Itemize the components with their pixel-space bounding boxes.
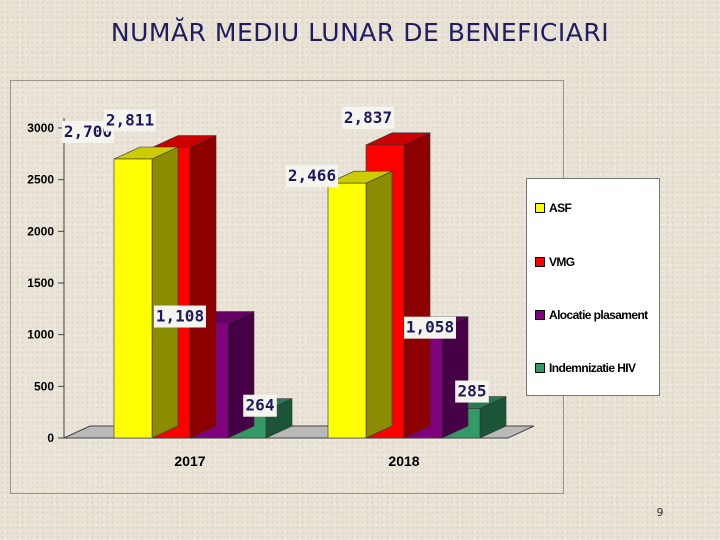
y-tick-label: 3000 <box>27 121 54 135</box>
bar-asf-2017 <box>113 146 179 439</box>
legend-swatch-asf <box>535 203 545 213</box>
data-label-background <box>243 394 277 417</box>
data-label-background <box>342 106 394 129</box>
slide-title: NUMĂR MEDIU LUNAR DE BENEFICIARI <box>110 18 610 47</box>
data-label-background <box>404 316 456 339</box>
data-label-text: 2,466 <box>288 166 336 185</box>
bar-front-face <box>113 158 153 439</box>
page-number: 9 <box>656 506 664 519</box>
legend-swatch-vmg <box>535 257 545 267</box>
data-label-vmg-2017: 2,811 <box>104 109 156 132</box>
bar-side-face <box>365 170 393 439</box>
data-label-text: 2,700 <box>64 122 112 141</box>
legend-swatch-indemnizatie-hiv <box>535 363 545 373</box>
legend-swatch-alocatie-plasament <box>535 310 545 320</box>
data-label-asf-2017: 2,700 <box>62 121 114 143</box>
bar-side-face <box>227 311 255 439</box>
legend-label-indemnizatie-hiv: Indemnizatie HIV <box>549 361 636 375</box>
data-label-background <box>62 121 114 143</box>
legend-label-asf: ASF <box>549 201 572 215</box>
data-label-text: 264 <box>246 396 275 415</box>
legend-label-vmg: VMG <box>549 255 575 269</box>
legend-item-asf: ASF <box>535 201 572 215</box>
data-label-text: 285 <box>458 382 487 401</box>
bar-side-face <box>189 135 217 439</box>
bar-side-face <box>403 132 431 439</box>
y-tick-label: 500 <box>34 379 54 393</box>
data-label-background <box>286 165 338 188</box>
y-tick-label: 0 <box>47 431 54 445</box>
bar-side-face <box>151 146 179 439</box>
legend-label-alocatie-plasament: Alocatie plasament <box>549 308 648 322</box>
y-tick-label: 1000 <box>27 328 54 342</box>
y-tick-label: 2500 <box>27 173 54 187</box>
data-label-alocatie-plasament-2017: 1,108 <box>154 305 206 328</box>
chart-legend: ASF VMG Alocatie plasament Indemnizatie … <box>526 178 660 396</box>
data-label-background <box>455 380 489 403</box>
x-tick-label: 2017 <box>174 453 205 469</box>
data-label-indemnizatie-hiv-2017: 264 <box>243 394 277 417</box>
data-label-background <box>154 305 206 328</box>
legend-item-alocatie-plasament: Alocatie plasament <box>535 308 648 322</box>
x-tick-label: 2018 <box>388 453 419 469</box>
data-label-text: 1,058 <box>406 318 454 337</box>
data-label-asf-2018: 2,466 <box>286 165 338 188</box>
y-tick-label: 2000 <box>27 224 54 238</box>
legend-item-indemnizatie-hiv: Indemnizatie HIV <box>535 361 636 375</box>
bar-asf-2018 <box>327 170 393 439</box>
legend-item-vmg: VMG <box>535 255 575 269</box>
bar-front-face <box>327 182 367 439</box>
data-label-vmg-2018: 2,837 <box>342 106 394 129</box>
data-label-indemnizatie-hiv-2018: 285 <box>455 380 489 403</box>
data-label-background <box>104 109 156 132</box>
y-tick-label: 1500 <box>27 276 54 290</box>
data-label-text: 1,108 <box>156 307 204 326</box>
data-label-text: 2,837 <box>344 108 392 127</box>
data-label-alocatie-plasament-2018: 1,058 <box>404 316 456 339</box>
data-label-text: 2,811 <box>106 111 154 130</box>
